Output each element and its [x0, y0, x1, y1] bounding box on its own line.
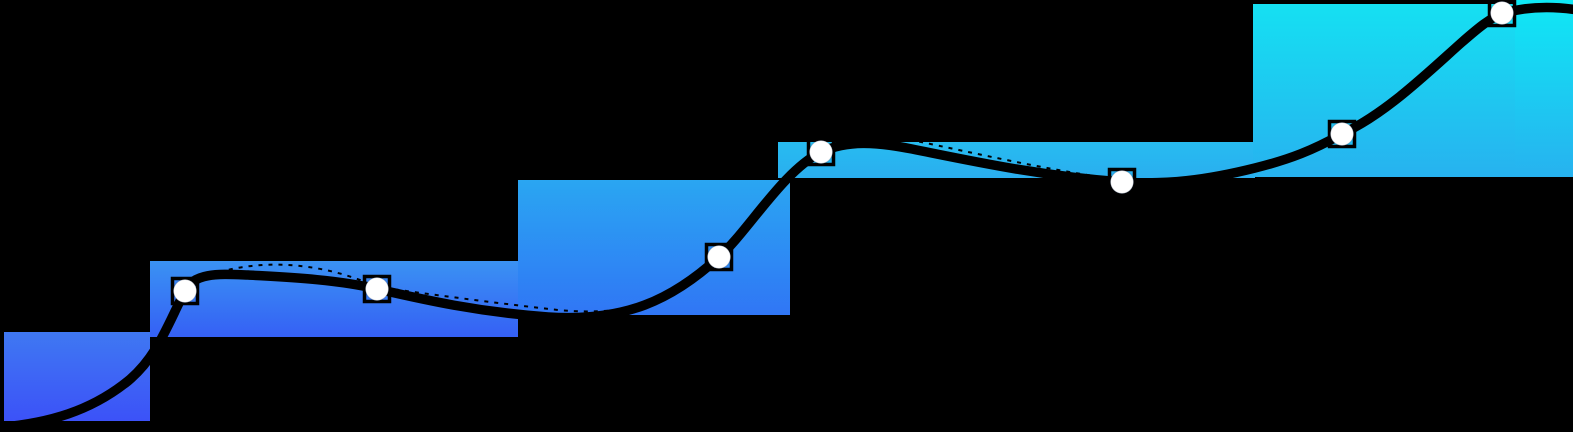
- square-marker-3: [704, 242, 734, 272]
- data-point-marker-1: [173, 279, 197, 303]
- data-point-marker-3: [707, 245, 731, 269]
- step-block-3: [518, 180, 790, 315]
- step-block-6: [1515, 0, 1573, 177]
- data-point-marker-2: [365, 277, 389, 301]
- data-point-marker-7: [1490, 1, 1514, 25]
- data-point-marker-6: [1330, 122, 1354, 146]
- data-point-marker-5: [1110, 170, 1134, 194]
- square-marker-6: [1327, 119, 1357, 149]
- data-point-marker-4: [809, 140, 833, 164]
- square-marker-1: [170, 276, 200, 306]
